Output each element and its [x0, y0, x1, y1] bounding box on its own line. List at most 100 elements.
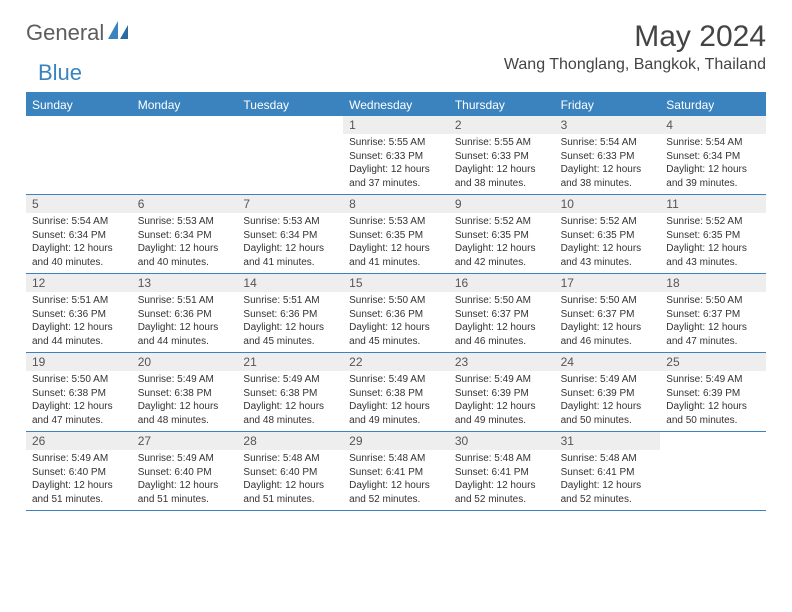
day-cell: 27Sunrise: 5:49 AMSunset: 6:40 PMDayligh… — [132, 432, 238, 510]
sunset-text: Sunset: 6:39 PM — [561, 387, 655, 401]
daylight-text: Daylight: 12 hours and 47 minutes. — [666, 321, 760, 348]
day-details: Sunrise: 5:51 AMSunset: 6:36 PMDaylight:… — [26, 292, 132, 352]
sunrise-text: Sunrise: 5:49 AM — [32, 452, 126, 466]
day-number: 9 — [449, 195, 555, 213]
day-cell: 11Sunrise: 5:52 AMSunset: 6:35 PMDayligh… — [660, 195, 766, 273]
sunset-text: Sunset: 6:40 PM — [243, 466, 337, 480]
week-row: 19Sunrise: 5:50 AMSunset: 6:38 PMDayligh… — [26, 353, 766, 432]
sunrise-text: Sunrise: 5:50 AM — [666, 294, 760, 308]
day-number: 16 — [449, 274, 555, 292]
sunrise-text: Sunrise: 5:48 AM — [243, 452, 337, 466]
day-cell: 10Sunrise: 5:52 AMSunset: 6:35 PMDayligh… — [555, 195, 661, 273]
daylight-text: Daylight: 12 hours and 43 minutes. — [666, 242, 760, 269]
day-cell: 12Sunrise: 5:51 AMSunset: 6:36 PMDayligh… — [26, 274, 132, 352]
day-details: Sunrise: 5:49 AMSunset: 6:38 PMDaylight:… — [237, 371, 343, 431]
day-number: 3 — [555, 116, 661, 134]
day-details: Sunrise: 5:48 AMSunset: 6:41 PMDaylight:… — [343, 450, 449, 510]
sunrise-text: Sunrise: 5:52 AM — [561, 215, 655, 229]
day-number: 22 — [343, 353, 449, 371]
day-details: Sunrise: 5:53 AMSunset: 6:34 PMDaylight:… — [132, 213, 238, 273]
day-cell — [237, 116, 343, 194]
day-number: 17 — [555, 274, 661, 292]
day-cell: 21Sunrise: 5:49 AMSunset: 6:38 PMDayligh… — [237, 353, 343, 431]
day-details: Sunrise: 5:50 AMSunset: 6:36 PMDaylight:… — [343, 292, 449, 352]
sunrise-text: Sunrise: 5:51 AM — [243, 294, 337, 308]
daylight-text: Daylight: 12 hours and 49 minutes. — [455, 400, 549, 427]
sunset-text: Sunset: 6:35 PM — [561, 229, 655, 243]
title-block: May 2024 Wang Thonglang, Bangkok, Thaila… — [504, 20, 766, 74]
sunrise-text: Sunrise: 5:50 AM — [561, 294, 655, 308]
sunset-text: Sunset: 6:33 PM — [561, 150, 655, 164]
day-details: Sunrise: 5:52 AMSunset: 6:35 PMDaylight:… — [555, 213, 661, 273]
weekday-label: Monday — [132, 94, 238, 116]
day-cell: 31Sunrise: 5:48 AMSunset: 6:41 PMDayligh… — [555, 432, 661, 510]
day-cell: 18Sunrise: 5:50 AMSunset: 6:37 PMDayligh… — [660, 274, 766, 352]
weekday-label: Sunday — [26, 94, 132, 116]
day-details: Sunrise: 5:52 AMSunset: 6:35 PMDaylight:… — [660, 213, 766, 273]
sunrise-text: Sunrise: 5:50 AM — [455, 294, 549, 308]
day-cell: 20Sunrise: 5:49 AMSunset: 6:38 PMDayligh… — [132, 353, 238, 431]
day-cell: 5Sunrise: 5:54 AMSunset: 6:34 PMDaylight… — [26, 195, 132, 273]
day-cell: 9Sunrise: 5:52 AMSunset: 6:35 PMDaylight… — [449, 195, 555, 273]
day-cell: 17Sunrise: 5:50 AMSunset: 6:37 PMDayligh… — [555, 274, 661, 352]
month-title: May 2024 — [504, 20, 766, 54]
sunrise-text: Sunrise: 5:54 AM — [666, 136, 760, 150]
day-details: Sunrise: 5:50 AMSunset: 6:37 PMDaylight:… — [449, 292, 555, 352]
day-cell: 25Sunrise: 5:49 AMSunset: 6:39 PMDayligh… — [660, 353, 766, 431]
day-cell: 4Sunrise: 5:54 AMSunset: 6:34 PMDaylight… — [660, 116, 766, 194]
day-cell: 29Sunrise: 5:48 AMSunset: 6:41 PMDayligh… — [343, 432, 449, 510]
day-details: Sunrise: 5:50 AMSunset: 6:37 PMDaylight:… — [660, 292, 766, 352]
sunset-text: Sunset: 6:35 PM — [666, 229, 760, 243]
day-details: Sunrise: 5:50 AMSunset: 6:38 PMDaylight:… — [26, 371, 132, 431]
daylight-text: Daylight: 12 hours and 37 minutes. — [349, 163, 443, 190]
day-number: 10 — [555, 195, 661, 213]
day-cell: 1Sunrise: 5:55 AMSunset: 6:33 PMDaylight… — [343, 116, 449, 194]
week-row: 26Sunrise: 5:49 AMSunset: 6:40 PMDayligh… — [26, 432, 766, 511]
sunrise-text: Sunrise: 5:50 AM — [349, 294, 443, 308]
sunset-text: Sunset: 6:39 PM — [666, 387, 760, 401]
sunrise-text: Sunrise: 5:49 AM — [349, 373, 443, 387]
day-details: Sunrise: 5:49 AMSunset: 6:39 PMDaylight:… — [660, 371, 766, 431]
day-cell: 24Sunrise: 5:49 AMSunset: 6:39 PMDayligh… — [555, 353, 661, 431]
day-number: 2 — [449, 116, 555, 134]
sunset-text: Sunset: 6:35 PM — [349, 229, 443, 243]
weekday-label: Saturday — [660, 94, 766, 116]
sunrise-text: Sunrise: 5:49 AM — [243, 373, 337, 387]
day-details: Sunrise: 5:53 AMSunset: 6:34 PMDaylight:… — [237, 213, 343, 273]
sunset-text: Sunset: 6:36 PM — [138, 308, 232, 322]
sunrise-text: Sunrise: 5:54 AM — [32, 215, 126, 229]
day-cell: 26Sunrise: 5:49 AMSunset: 6:40 PMDayligh… — [26, 432, 132, 510]
sunset-text: Sunset: 6:38 PM — [138, 387, 232, 401]
day-cell: 15Sunrise: 5:50 AMSunset: 6:36 PMDayligh… — [343, 274, 449, 352]
day-details: Sunrise: 5:49 AMSunset: 6:38 PMDaylight:… — [132, 371, 238, 431]
daylight-text: Daylight: 12 hours and 43 minutes. — [561, 242, 655, 269]
day-details: Sunrise: 5:55 AMSunset: 6:33 PMDaylight:… — [449, 134, 555, 194]
sunset-text: Sunset: 6:34 PM — [243, 229, 337, 243]
sunrise-text: Sunrise: 5:52 AM — [666, 215, 760, 229]
sunset-text: Sunset: 6:37 PM — [561, 308, 655, 322]
day-details: Sunrise: 5:49 AMSunset: 6:40 PMDaylight:… — [26, 450, 132, 510]
day-number: 19 — [26, 353, 132, 371]
sunset-text: Sunset: 6:36 PM — [243, 308, 337, 322]
sunrise-text: Sunrise: 5:51 AM — [138, 294, 232, 308]
sunrise-text: Sunrise: 5:55 AM — [455, 136, 549, 150]
weekday-label: Friday — [555, 94, 661, 116]
day-cell: 13Sunrise: 5:51 AMSunset: 6:36 PMDayligh… — [132, 274, 238, 352]
day-details: Sunrise: 5:52 AMSunset: 6:35 PMDaylight:… — [449, 213, 555, 273]
weekday-header: SundayMondayTuesdayWednesdayThursdayFrid… — [26, 94, 766, 116]
sunrise-text: Sunrise: 5:53 AM — [138, 215, 232, 229]
day-number: 8 — [343, 195, 449, 213]
sunrise-text: Sunrise: 5:52 AM — [455, 215, 549, 229]
sunrise-text: Sunrise: 5:48 AM — [561, 452, 655, 466]
sunset-text: Sunset: 6:37 PM — [666, 308, 760, 322]
sunrise-text: Sunrise: 5:54 AM — [561, 136, 655, 150]
daylight-text: Daylight: 12 hours and 45 minutes. — [243, 321, 337, 348]
sunset-text: Sunset: 6:36 PM — [349, 308, 443, 322]
day-details: Sunrise: 5:51 AMSunset: 6:36 PMDaylight:… — [132, 292, 238, 352]
day-cell: 3Sunrise: 5:54 AMSunset: 6:33 PMDaylight… — [555, 116, 661, 194]
day-number: 13 — [132, 274, 238, 292]
day-details: Sunrise: 5:51 AMSunset: 6:36 PMDaylight:… — [237, 292, 343, 352]
daylight-text: Daylight: 12 hours and 50 minutes. — [666, 400, 760, 427]
day-details: Sunrise: 5:49 AMSunset: 6:40 PMDaylight:… — [132, 450, 238, 510]
sunset-text: Sunset: 6:34 PM — [666, 150, 760, 164]
